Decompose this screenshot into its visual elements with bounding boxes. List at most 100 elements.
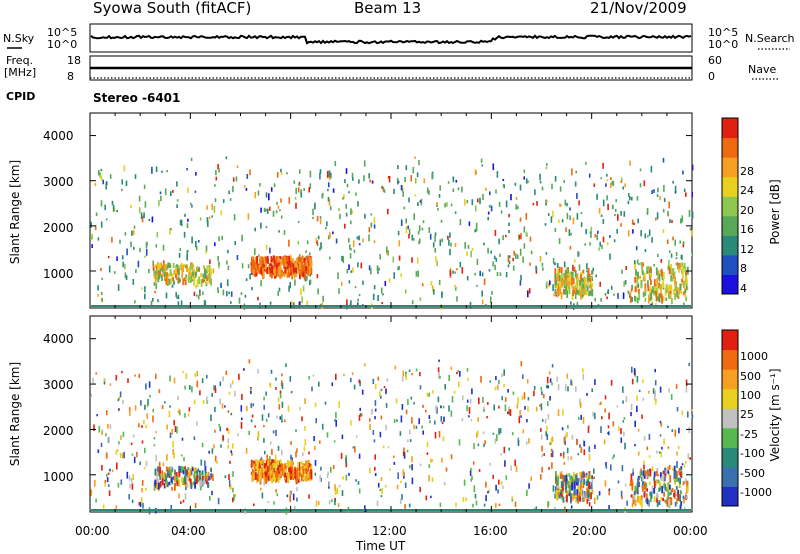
power-panel-echo — [647, 265, 649, 271]
power-panel-echo — [546, 200, 548, 204]
power-panel-echo — [357, 302, 359, 306]
velocity-panel-echo — [262, 459, 265, 466]
power-panel-echo — [180, 262, 183, 268]
velocity-panel-echo — [184, 482, 187, 488]
power-panel-echo — [500, 210, 503, 214]
vel-cb-tick-m25: -25 — [740, 428, 758, 441]
velocity-panel-echo — [196, 421, 198, 426]
velocity-panel-echo — [335, 420, 337, 427]
velocity-panel-echo — [471, 388, 473, 395]
power-panel-echo — [249, 273, 251, 280]
velocity-panel-echo — [308, 451, 310, 455]
velocity-panel-echo — [294, 506, 296, 512]
velocity-panel-echo — [195, 476, 198, 485]
power-panel-echo — [450, 267, 452, 270]
power-panel-echo — [380, 287, 383, 294]
power-panel-echo — [686, 279, 688, 285]
velocity-panel-echo — [643, 460, 645, 465]
power-panel-echo — [627, 230, 630, 237]
power-panel-echo — [111, 236, 113, 243]
power-panel-echo — [681, 271, 684, 279]
velocity-panel-echo — [199, 390, 201, 396]
velocity-panel-echo — [201, 470, 204, 475]
velocity-panel-echo — [201, 481, 203, 486]
power-panel-echo — [554, 228, 557, 232]
velocity-panel-echo — [103, 378, 106, 382]
velocity-panel-echo — [117, 482, 120, 488]
power-panel-echo — [430, 281, 433, 286]
velocity-panel-echo — [437, 367, 440, 373]
velocity-panel-echo — [245, 447, 248, 454]
velocity-panel-echo — [200, 459, 203, 466]
power-panel-echo — [634, 286, 637, 293]
power-panel-echo — [130, 204, 132, 208]
velocity-panel-echo — [189, 385, 191, 390]
power-panel-echo — [609, 235, 611, 238]
power-panel-echo — [575, 170, 577, 174]
power-panel-echo — [357, 298, 359, 302]
power-panel-echo — [646, 211, 649, 215]
power-panel-echo — [578, 285, 581, 291]
power-panel-echo — [285, 256, 287, 263]
velocity-panel-echo — [652, 388, 655, 394]
velocity-panel-echo — [271, 464, 274, 470]
velocity-panel-echo — [199, 482, 202, 491]
velocity-panel-echo — [266, 460, 269, 467]
power-panel-echo — [208, 216, 211, 220]
velocity-panel-echo — [678, 467, 681, 476]
velocity-panel-echo — [184, 493, 187, 500]
power-panel-echo — [256, 256, 258, 264]
velocity-panel-echo — [670, 394, 673, 400]
power-panel-echo — [431, 173, 433, 180]
power-panel-echo — [190, 262, 193, 270]
velocity-panel-echo — [304, 398, 306, 404]
power-panel-echo — [145, 249, 148, 256]
power-panel-echo — [495, 189, 497, 194]
velocity-panel-echo — [146, 405, 149, 408]
power-panel-echo — [671, 277, 674, 282]
power-panel-echo — [642, 276, 645, 281]
power-panel-echo — [570, 301, 572, 305]
power-panel-echo — [565, 277, 568, 285]
velocity-panel-echo — [401, 494, 403, 500]
power-panel-echo — [637, 283, 640, 288]
velocity-panel-echo — [582, 496, 585, 502]
power-panel-echo — [276, 268, 279, 277]
power-panel-echo — [455, 286, 457, 291]
power-panel-echo — [568, 281, 571, 287]
power-panel-echo — [163, 262, 166, 268]
power-panel-echo — [644, 287, 647, 293]
velocity-panel-echo — [206, 396, 208, 403]
velocity-panel-echo — [164, 401, 166, 404]
power-panel-echo — [310, 260, 313, 267]
velocity-panel-echo — [227, 428, 230, 435]
power-panel-echo — [421, 283, 424, 287]
power-panel-echo — [363, 175, 365, 182]
power-panel-echo — [556, 263, 559, 268]
velocity-panel-echo — [134, 374, 136, 377]
power-panel-echo — [94, 183, 97, 186]
velocity-panel-echo — [95, 498, 97, 503]
power-panel-echo — [613, 293, 615, 296]
velocity-panel-echo — [111, 469, 114, 473]
power-panel-echo — [196, 279, 199, 288]
power-panel-echo — [560, 276, 562, 282]
velocity-panel-echo — [654, 390, 656, 396]
velocity-panel-echo — [636, 483, 639, 491]
velocity-panel-echo — [188, 407, 191, 412]
velocity-panel-echo — [594, 412, 596, 420]
velocity-panel-echo — [566, 373, 569, 379]
power-panel-echo — [319, 218, 322, 225]
velocity-panel-echo — [535, 406, 538, 412]
velocity-panel-echo — [565, 473, 568, 477]
power-panel-echo — [674, 284, 677, 291]
velocity-panel-echo — [560, 481, 563, 488]
power-panel-echo — [397, 266, 399, 271]
power-panel-echo — [217, 290, 219, 294]
velocity-panel-echo — [522, 374, 524, 379]
velocity-panel-echo — [379, 391, 381, 397]
velocity-panel-echo — [196, 380, 199, 388]
velocity-panel-echo — [639, 496, 642, 500]
power-panel-echo — [152, 260, 154, 266]
power-panel-echo — [202, 273, 205, 278]
